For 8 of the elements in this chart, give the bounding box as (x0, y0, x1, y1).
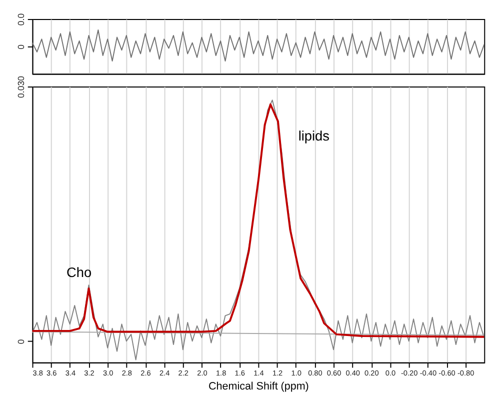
y-tick-label: 0.030 (16, 76, 26, 98)
annotation: lipids (298, 128, 330, 144)
x-axis-title: Chemical Shift (ppm) (208, 380, 309, 393)
annotation: Cho (66, 265, 92, 280)
y-tick-label: 0 (16, 339, 26, 344)
y-tick-label: 0 (16, 44, 26, 50)
line-series (32, 29, 484, 62)
y-tick-label: 0.0 (16, 13, 26, 26)
